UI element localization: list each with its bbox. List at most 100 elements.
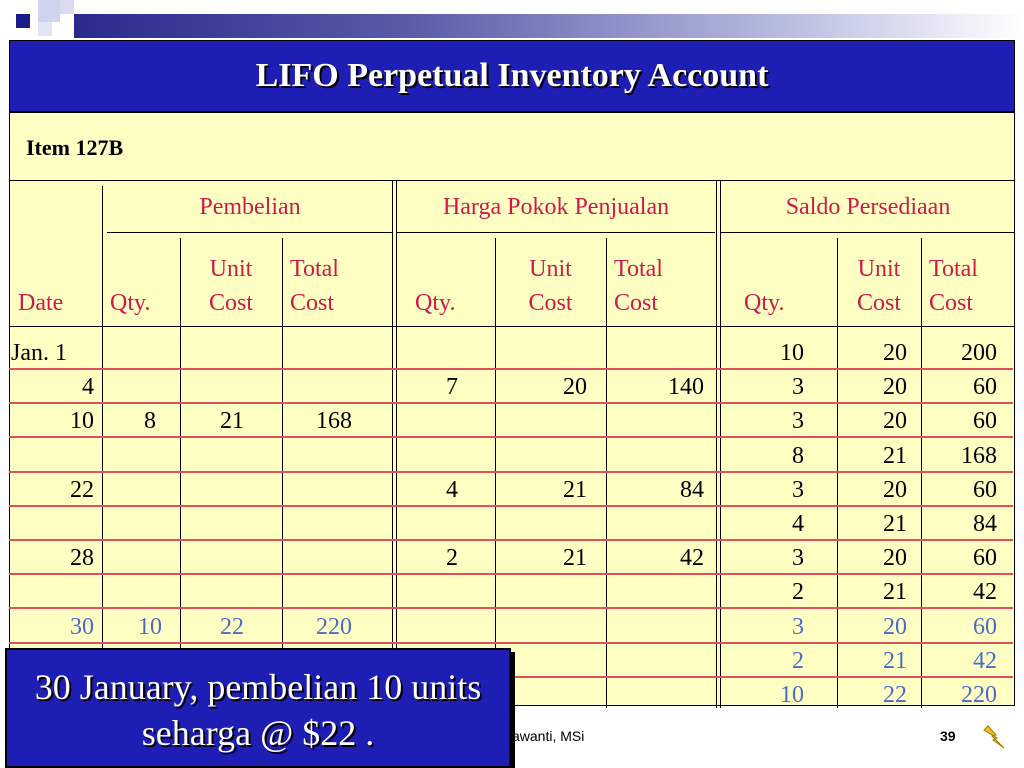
column-divider — [837, 238, 838, 708]
column-divider — [102, 186, 103, 708]
cell-balance-unit: 20 — [883, 340, 907, 366]
column-header-purchases-qty: Qty. — [110, 290, 151, 316]
cell-balance-qty: 10 — [780, 340, 804, 366]
cell-date: 28 — [70, 545, 94, 572]
column-header-cogs-unit: Cost — [528, 290, 573, 316]
cell-cogs-unit: 21 — [563, 476, 587, 503]
inventory-table-panel: LIFO Perpetual Inventory Account Item 12… — [9, 40, 1015, 706]
column-header-date: Date — [18, 290, 64, 316]
decor-square — [38, 22, 52, 36]
column-header-balance-unit: Cost — [856, 290, 901, 316]
column-header-purchases-total: Cost — [290, 290, 335, 316]
cell-balance-qty: 3 — [792, 374, 804, 401]
row-line — [9, 436, 1013, 439]
cell-purchase-qty: 8 — [144, 408, 156, 435]
cell-cogs-total: 84 — [680, 476, 704, 503]
cell-balance-qty: 3 — [792, 476, 804, 503]
cell-date: 10 — [70, 408, 94, 435]
cell-purchase-unit: 22 — [220, 613, 244, 640]
callout-box: 30 January, pembelian 10 units seharga @… — [5, 648, 511, 768]
column-header-purchases-total: Total — [290, 256, 339, 282]
cell-balance-qty: 10 — [780, 682, 804, 708]
cell-balance-total: 168 — [961, 442, 997, 469]
cell-balance-unit: 22 — [883, 682, 907, 708]
row-line — [9, 368, 1013, 370]
row-line — [9, 504, 1013, 507]
row-line — [9, 470, 1013, 473]
cell-balance-unit: 20 — [883, 545, 907, 572]
decor-square — [38, 0, 60, 22]
cell-balance-total: 60 — [973, 374, 997, 401]
cell-balance-total: 84 — [973, 511, 997, 537]
column-header-purchases-unit: Unit — [209, 256, 253, 282]
cell-balance-qty: 8 — [792, 442, 804, 469]
cell-balance-total: 60 — [973, 476, 997, 503]
cell-cogs-qty: 7 — [446, 374, 458, 401]
column-divider — [921, 238, 922, 708]
cell-balance-unit: 21 — [883, 579, 907, 606]
cell-balance-qty: 2 — [792, 579, 804, 606]
cell-purchase-qty: 10 — [138, 613, 162, 640]
page-number: 39 — [940, 728, 956, 744]
cell-balance-total: 60 — [973, 613, 997, 640]
cell-balance-unit: 20 — [883, 374, 907, 401]
cell-date: Jan. 1 — [11, 340, 67, 366]
column-divider — [606, 238, 607, 708]
row-line — [9, 573, 1013, 576]
header-balance: Saldo Persediaan — [785, 194, 951, 220]
lightning-bolt-icon — [983, 725, 1005, 749]
cell-balance-total: 42 — [973, 579, 997, 606]
cell-cogs-total: 140 — [668, 374, 704, 401]
cell-cogs-total: 42 — [680, 545, 704, 572]
header-purchases: Pembelian — [199, 194, 301, 220]
top-accent-bar — [74, 14, 1024, 38]
cell-balance-qty: 4 — [792, 511, 804, 537]
column-header-cogs-total: Total — [614, 256, 663, 282]
column-header-cogs-qty: Qty. — [415, 290, 456, 316]
divider-line — [9, 180, 1015, 181]
cell-balance-total: 42 — [973, 647, 997, 674]
column-header-balance-unit: Unit — [857, 256, 901, 282]
cell-balance-total: 200 — [961, 340, 997, 366]
column-header-balance-total: Total — [929, 256, 978, 282]
column-divider — [720, 180, 721, 708]
column-header-purchases-unit: Cost — [208, 290, 253, 316]
cell-balance-qty: 3 — [792, 613, 804, 640]
divider-line — [9, 326, 1015, 327]
cell-balance-unit: 21 — [883, 511, 907, 537]
decor-square — [16, 14, 30, 28]
cell-balance-qty: 2 — [792, 647, 804, 674]
cell-balance-unit: 20 — [883, 408, 907, 435]
column-divider — [180, 238, 181, 708]
row-line — [9, 675, 1013, 678]
column-header-balance-qty: Qty. — [744, 290, 785, 316]
cell-balance-total: 60 — [973, 408, 997, 435]
cell-cogs-unit: 21 — [563, 545, 587, 572]
column-divider — [396, 180, 397, 708]
cell-balance-qty: 3 — [792, 545, 804, 572]
cell-balance-qty: 3 — [792, 408, 804, 435]
column-divider — [716, 180, 717, 708]
row-line — [9, 607, 1013, 610]
cell-purchase-unit: 21 — [220, 408, 244, 435]
item-label: Item 127B — [26, 135, 124, 160]
cell-date: 4 — [82, 374, 94, 401]
divider-line — [107, 232, 393, 233]
column-divider — [495, 238, 496, 708]
column-header-cogs-total: Cost — [614, 290, 659, 316]
divider-line — [397, 232, 715, 233]
footer-author: awanti, MSi — [512, 728, 585, 744]
column-header-cogs-unit: Unit — [529, 256, 572, 282]
cell-cogs-qty: 2 — [446, 545, 458, 572]
cell-cogs-unit: 20 — [563, 374, 587, 401]
cell-purchase-total: 220 — [316, 613, 352, 640]
cell-cogs-qty: 4 — [446, 476, 458, 503]
header-cogs: Harga Pokok Penjualan — [442, 194, 670, 220]
divider-line — [721, 232, 1015, 233]
row-line — [9, 539, 1013, 541]
column-header-balance-total: Cost — [929, 290, 974, 316]
cell-date: 30 — [70, 613, 94, 640]
column-divider — [392, 180, 393, 708]
cell-balance-unit: 20 — [883, 476, 907, 503]
row-line — [9, 641, 1013, 644]
